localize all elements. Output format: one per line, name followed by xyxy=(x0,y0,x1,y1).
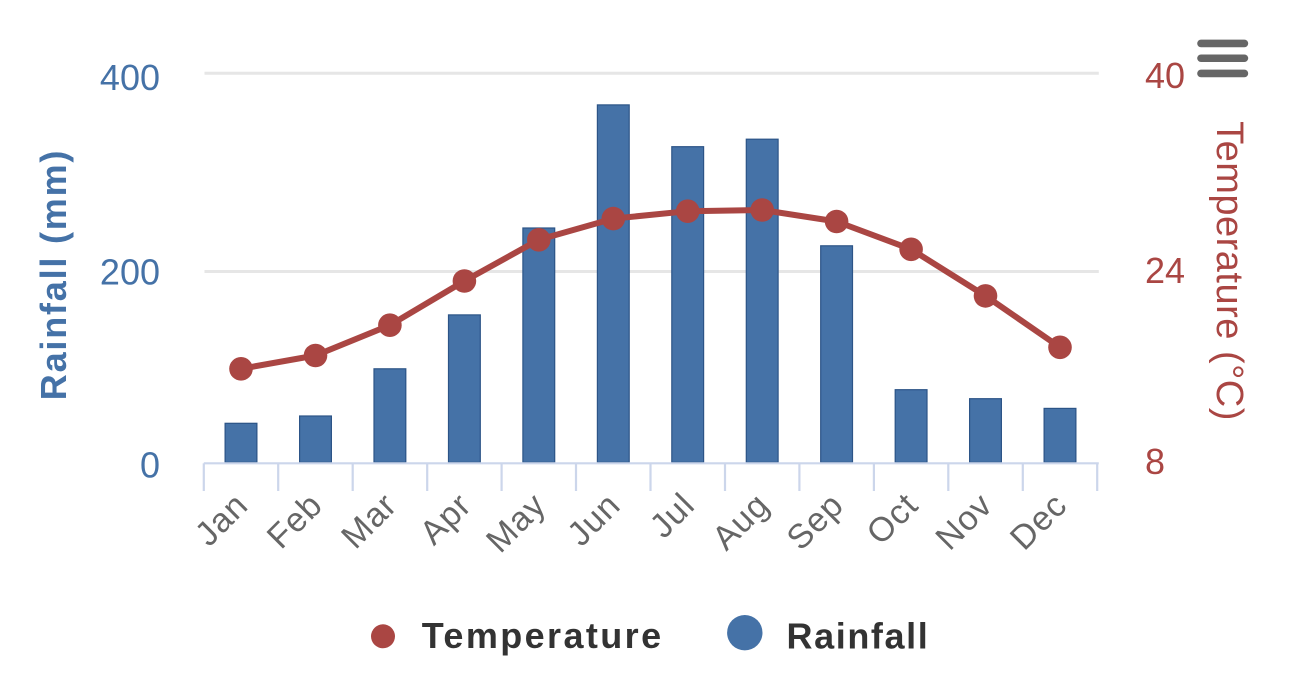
svg-text:Temperature (°C): Temperature (°C) xyxy=(1208,121,1250,421)
svg-text:40: 40 xyxy=(1145,55,1185,96)
svg-text:Jun: Jun xyxy=(560,486,628,554)
svg-text:Oct: Oct xyxy=(859,486,925,552)
svg-text:Rainfall (mm): Rainfall (mm) xyxy=(33,149,74,400)
svg-text:Jan: Jan xyxy=(188,486,256,554)
svg-text:0: 0 xyxy=(140,445,160,486)
svg-text:May: May xyxy=(479,486,553,560)
svg-text:Apr: Apr xyxy=(413,486,479,552)
svg-text:200: 200 xyxy=(100,252,160,293)
svg-text:Rainfall: Rainfall xyxy=(787,615,930,656)
svg-text:8: 8 xyxy=(1145,441,1165,482)
svg-text:Temperature: Temperature xyxy=(422,615,664,656)
svg-text:Nov: Nov xyxy=(928,486,1000,558)
svg-text:Mar: Mar xyxy=(334,486,404,556)
svg-text:Aug: Aug xyxy=(705,486,777,558)
svg-text:24: 24 xyxy=(1145,250,1185,291)
svg-text:Jul: Jul xyxy=(643,486,703,546)
svg-text:Sep: Sep xyxy=(779,486,851,558)
svg-text:Dec: Dec xyxy=(1003,486,1075,558)
svg-text:Feb: Feb xyxy=(260,486,330,556)
svg-text:400: 400 xyxy=(100,57,160,98)
